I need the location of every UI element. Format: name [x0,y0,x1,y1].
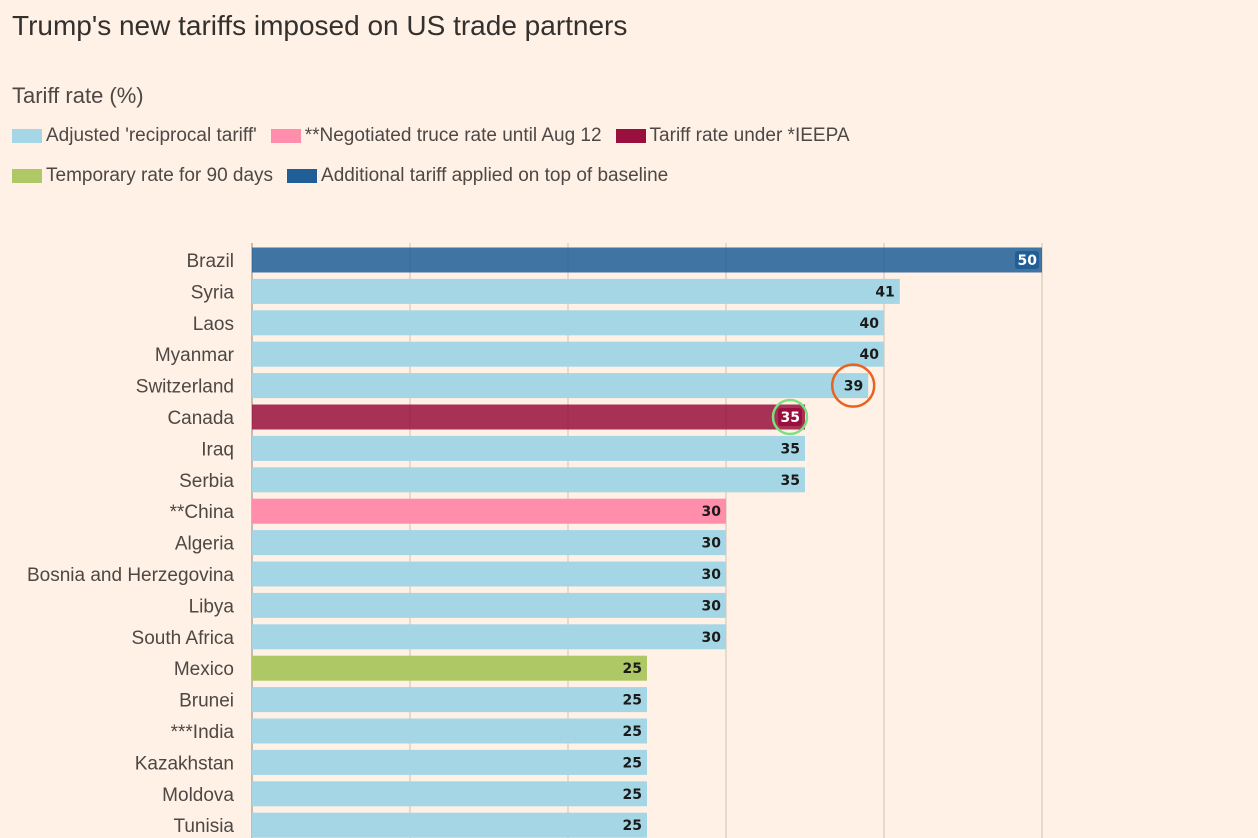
legend-label-reciprocal: Adjusted 'reciprocal tariff' [46,125,257,146]
value-label: 25 [623,661,642,677]
value-label-background [699,596,723,615]
legend-item-temporary: Temporary rate for 90 days [12,165,273,187]
bar [252,341,884,367]
legend-item-additional: Additional tariff applied on top of base… [287,165,668,187]
bar [252,310,884,336]
value-label-background [857,345,881,364]
bar [252,373,869,399]
value-label: 30 [702,598,722,614]
legend-swatch-reciprocal [12,129,42,143]
bar [252,655,647,681]
category-label: Algeria [175,534,235,555]
bar [252,530,726,556]
bar [252,781,647,807]
category-label: Libya [189,596,235,617]
legend-label-ieepa: Tariff rate under *IEEPA [649,125,850,146]
bar [252,812,647,838]
value-label-background [778,470,802,489]
bar [252,749,647,775]
bar [252,592,726,618]
category-label: Mexico [174,659,234,680]
category-label: Brunei [179,691,234,712]
chart-subtitle: Tariff rate (%) [12,83,144,108]
value-label: 40 [860,347,880,363]
value-label-background [620,816,644,835]
bar [252,404,805,430]
category-label: Brazil [186,251,234,272]
category-label: Serbia [179,471,234,492]
bar [252,687,647,713]
value-label-background [620,753,644,772]
category-label: ***India [171,722,235,743]
legend-swatch-temporary [12,169,42,183]
legend-item-reciprocal: Adjusted 'reciprocal tariff' [12,125,257,147]
highlight-circle [830,363,876,408]
category-label: Kazakhstan [135,753,234,774]
category-label: Moldova [162,785,234,806]
value-label: 25 [623,787,642,803]
legend-item-ieepa: Tariff rate under *IEEPA [615,125,850,147]
bar [252,718,647,744]
category-label: Myanmar [155,345,235,366]
legend-swatch-truce [270,129,301,143]
highlight-circle [771,398,809,436]
bar [252,467,805,493]
value-label: 41 [875,284,894,300]
category-label: Laos [193,314,234,335]
category-label: Bosnia and Herzegovina [27,565,234,586]
value-label: 35 [781,410,800,426]
legend-swatch-additional [287,169,318,183]
legend-swatch-ieepa [615,129,646,143]
value-label: 35 [781,441,800,457]
value-label: 35 [781,473,800,489]
bar [252,247,1042,273]
legend-row-1: Adjusted 'reciprocal tariff' **Negotiate… [12,125,864,147]
value-label-background [857,313,881,332]
value-label-background [699,565,723,583]
value-label: 30 [702,504,722,520]
bar [252,561,726,587]
value-label: 25 [623,755,642,771]
value-label: 30 [702,567,722,583]
category-label: **China [170,502,235,523]
legend-item-truce: **Negotiated truce rate until Aug 12 [270,125,602,147]
value-label: 39 [844,379,863,395]
value-label: 40 [860,316,880,332]
category-label: Switzerland [136,377,234,398]
value-label: 30 [702,630,722,646]
bar [252,498,726,524]
legend-label-truce: **Negotiated truce rate until Aug 12 [304,125,602,146]
value-label-background [1015,251,1039,269]
value-label-background [872,282,897,301]
legend-row-2: Temporary rate for 90 days Additional ta… [12,165,682,187]
value-label-background [620,722,644,740]
value-label-background [620,690,644,709]
category-label: South Africa [132,628,235,649]
value-label-background [699,502,723,521]
value-label: 50 [1018,253,1038,269]
legend-label-additional: Additional tariff applied on top of base… [321,165,669,186]
value-label-background [620,659,644,678]
value-label-background [778,408,802,426]
value-label-background [620,784,644,803]
value-label-background [841,376,866,395]
value-label: 25 [623,724,642,740]
value-label: 25 [623,818,642,834]
value-label: 25 [623,693,642,709]
chart-title: Trump's new tariffs imposed on US trade … [12,10,628,41]
value-label-background [699,533,723,552]
category-label: Iraq [201,439,234,460]
value-label-background [699,627,723,646]
category-label: Canada [167,408,234,429]
value-label: 30 [702,536,722,552]
category-label: Syria [191,282,235,303]
bar [252,624,726,650]
value-label-background [778,439,802,458]
legend-label-temporary: Temporary rate for 90 days [46,165,274,186]
bar [252,278,900,304]
category-label: Tunisia [173,816,234,837]
bar [252,435,805,461]
